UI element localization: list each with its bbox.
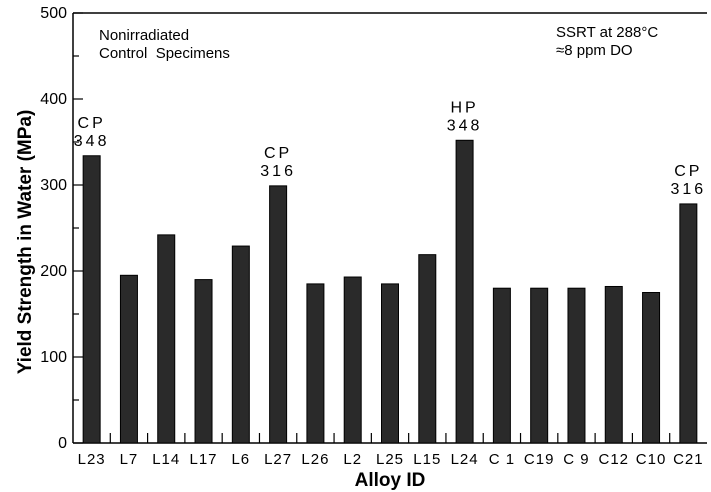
y-tick-label: 200 [40, 263, 67, 280]
x-tick-label: C19 [524, 451, 555, 468]
x-axis-title: Alloy ID [355, 470, 426, 491]
bar-C19 [530, 287, 549, 444]
x-tick-label: L23 [78, 451, 106, 468]
y-tick-label: 400 [40, 91, 67, 108]
x-tick-label: L27 [264, 451, 292, 468]
bars-group [82, 139, 698, 444]
x-axis: L23 L7 L14 L17 L6 L27 L26 L2 L25 L15 L24 C 1 C19 C 9 C… [78, 433, 704, 468]
y-axis: 0 100 200 300 400 500 [40, 5, 83, 452]
bar-annotation-L24-line1: HP [450, 99, 478, 116]
bar-annotation-L23-line2: 348 [74, 133, 110, 150]
y-axis-title: Yield Strength in Water (MPa) [15, 110, 36, 375]
note-right-line-2: ≈8 ppm DO [556, 42, 633, 59]
y-tick-label: 500 [40, 5, 67, 22]
bar-C1 [492, 287, 511, 444]
y-tick-label: 100 [40, 349, 67, 366]
bar-L23 [82, 155, 101, 444]
x-tick-label: L7 [120, 451, 139, 468]
bar-annotation-L23-line1: CP [78, 115, 106, 132]
x-tick-label: L14 [152, 451, 180, 468]
x-tick-label: L26 [301, 451, 329, 468]
bar-L15 [418, 254, 437, 444]
x-tick-label: C10 [636, 451, 667, 468]
bar-L2 [343, 276, 362, 444]
x-tick-label: C 1 [489, 451, 515, 468]
note-right-line-1: SSRT at 288°C [556, 24, 658, 41]
bar-C12 [604, 285, 623, 444]
x-tick-label: C 9 [563, 451, 589, 468]
note-left-line-2: Control Specimens [99, 45, 230, 62]
top-right-note: SSRT at 288°C ≈8 ppm DO [556, 24, 658, 59]
note-left-line-1: Nonirradiated [99, 27, 189, 44]
bar-L14 [157, 234, 176, 444]
x-tick-label: L24 [451, 451, 479, 468]
x-tick-label: L25 [376, 451, 404, 468]
bar-C21 [679, 203, 698, 444]
bar-L26 [306, 283, 325, 444]
bar-L6 [231, 245, 250, 444]
x-tick-label: L6 [231, 451, 250, 468]
bar-L27 [269, 185, 288, 444]
bar-L17 [194, 279, 213, 444]
x-tick-label: C21 [673, 451, 704, 468]
bar-annotation-C21-line1: CP [674, 163, 702, 180]
bar-L24 [455, 139, 474, 444]
bar-L7 [119, 274, 138, 444]
bar-annotation-L24-line2: 348 [447, 117, 483, 134]
bar-C10 [642, 292, 661, 444]
top-left-note: Nonirradiated Control Specimens [99, 27, 230, 62]
bar-annotation-L27-line2: 316 [260, 163, 296, 180]
bar-L25 [381, 283, 399, 444]
x-tick-label: L2 [343, 451, 362, 468]
bar-annotation-L27-line1: CP [264, 145, 292, 162]
y-tick-label: 300 [40, 177, 67, 194]
y-tick-label: 0 [58, 435, 67, 452]
x-tick-label: L17 [190, 451, 218, 468]
bar-annotation-C21-line2: 316 [671, 181, 707, 198]
x-tick-label: L15 [413, 451, 441, 468]
x-tick-label: C12 [598, 451, 629, 468]
bar-C9 [567, 287, 586, 444]
